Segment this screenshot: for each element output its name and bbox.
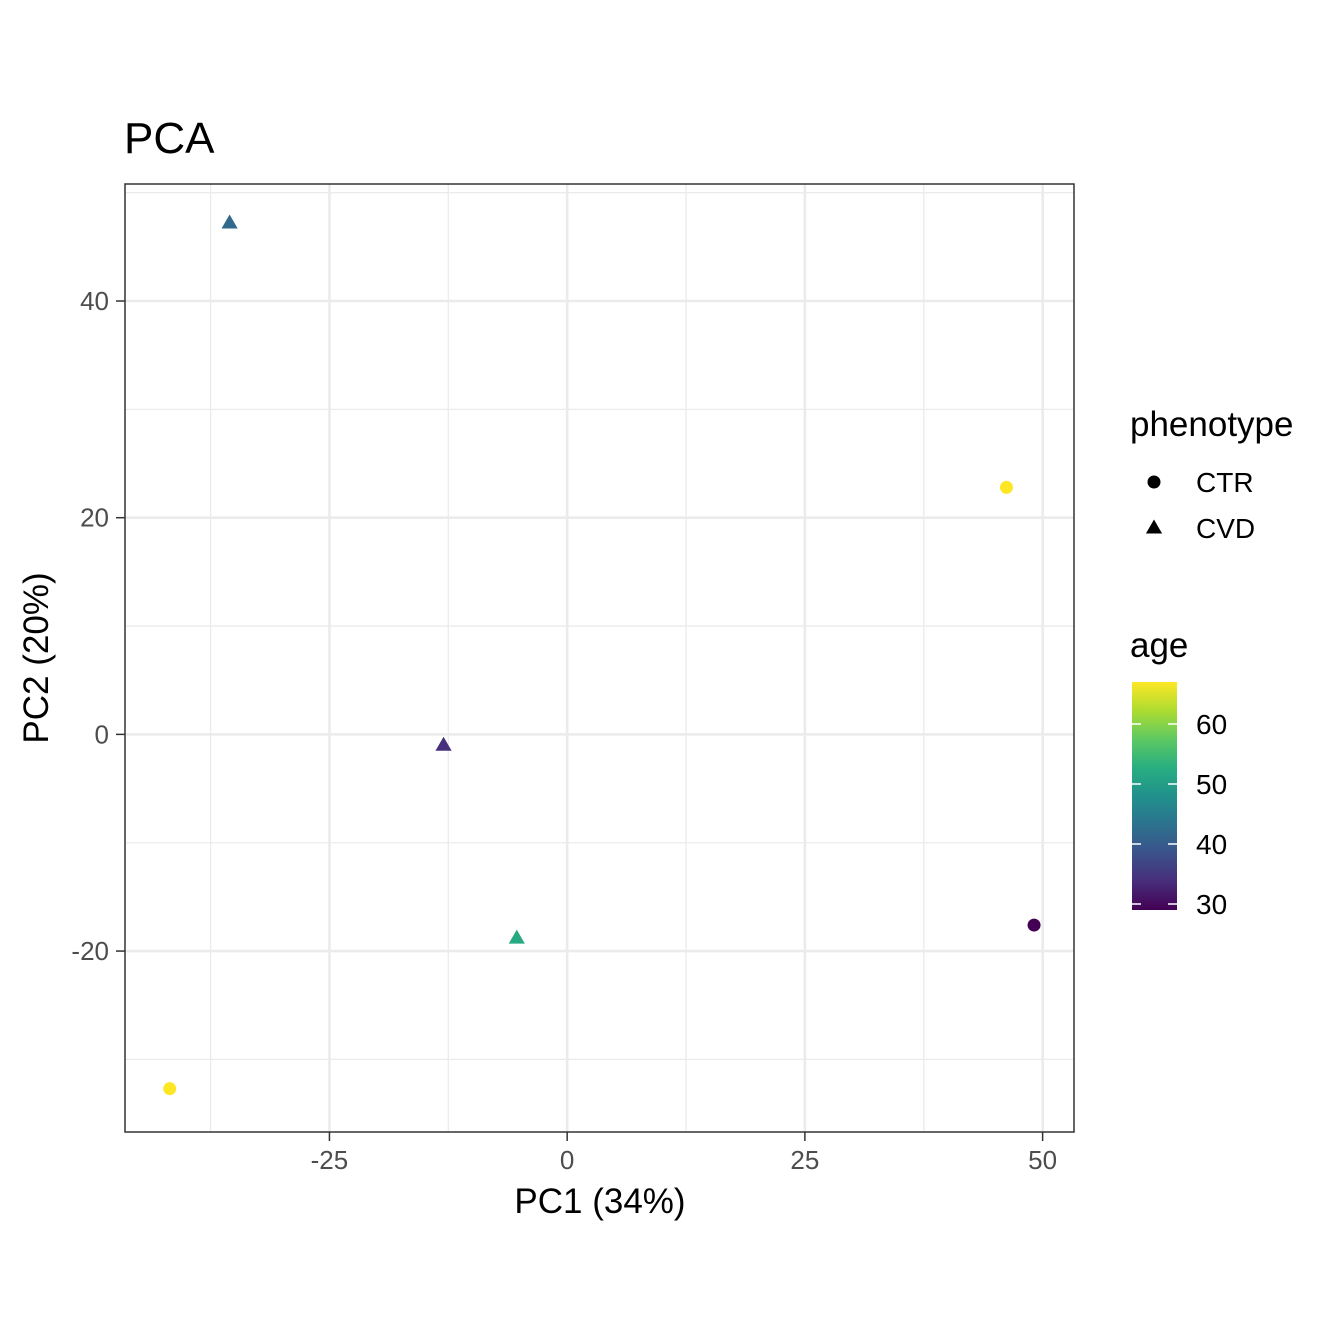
- data-point-ctr: [999, 480, 1013, 494]
- legend-shape-title: phenotype: [1130, 405, 1293, 444]
- data-point-ctr: [1027, 918, 1041, 932]
- x-tick-label: -25: [311, 1145, 349, 1175]
- y-tick-label: -20: [71, 936, 109, 966]
- y-tick-label: 40: [80, 286, 109, 316]
- legend: phenotype CTR CVD age 30 40 50 60: [1130, 405, 1293, 920]
- major-gridlines: [125, 184, 1074, 1132]
- data-point-cvd: [508, 929, 525, 944]
- data-point-cvd: [221, 214, 238, 229]
- colorbar-ticks: 30 40 50 60: [1132, 709, 1227, 920]
- y-axis-ticks: -20 0 20 40: [71, 286, 125, 966]
- colorbar-tick-label: 50: [1196, 769, 1227, 800]
- legend-key-triangle: [1145, 519, 1163, 534]
- x-tick-label: 50: [1028, 1145, 1057, 1175]
- data-point-ctr: [163, 1082, 177, 1096]
- x-tick-label: 25: [790, 1145, 819, 1175]
- data-point-cvd: [435, 736, 452, 751]
- legend-shape-label: CVD: [1196, 513, 1255, 544]
- y-axis-label: PC2 (20%): [17, 572, 56, 743]
- chart-title: PCA: [124, 114, 215, 163]
- colorbar-tick-label: 60: [1196, 709, 1227, 740]
- colorbar-tick-label: 40: [1196, 829, 1227, 860]
- y-tick-label: 0: [95, 719, 109, 749]
- legend-color-title: age: [1130, 626, 1188, 665]
- x-axis-ticks: -25 0 25 50: [311, 1132, 1057, 1175]
- x-tick-label: 0: [560, 1145, 574, 1175]
- x-axis-label: PC1 (34%): [514, 1182, 685, 1221]
- plot-panel-border: [124, 183, 1075, 1133]
- data-points: [163, 214, 1041, 1096]
- y-tick-label: 20: [80, 503, 109, 533]
- legend-shape-label: CTR: [1196, 467, 1254, 498]
- legend-key-circle: [1147, 475, 1161, 489]
- plot-panel-background: [125, 184, 1074, 1132]
- shape-legend-entries: CTR CVD: [1145, 467, 1255, 544]
- colorbar: [1132, 682, 1177, 910]
- colorbar-tick-label: 30: [1196, 889, 1227, 920]
- minor-gridlines: [125, 184, 1074, 1132]
